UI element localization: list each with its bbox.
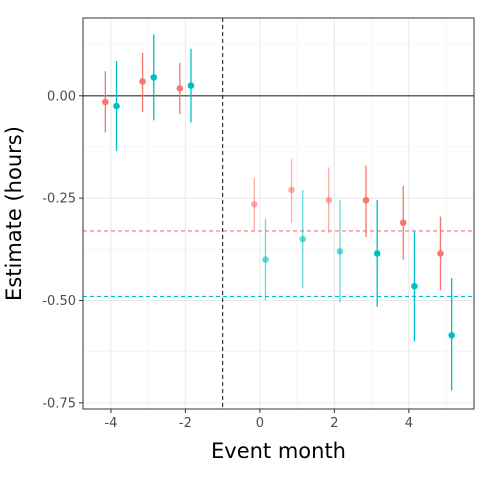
data-point: [448, 332, 455, 339]
data-point: [176, 85, 184, 92]
data-point: [399, 219, 407, 227]
data-point: [325, 196, 333, 204]
data-point: [362, 196, 370, 204]
data-point: [411, 282, 418, 290]
x-tick-label: -4: [104, 416, 117, 431]
series-1: [102, 52, 444, 291]
y-tick-label: 0.00: [47, 89, 76, 104]
panel-border: [82, 17, 475, 410]
x-axis-title: Event month: [211, 439, 346, 463]
data-point: [373, 250, 381, 257]
y-tick-label: -0.50: [42, 294, 76, 309]
x-tick-label: 0: [256, 416, 264, 431]
data-point: [288, 186, 295, 194]
data-point: [262, 256, 269, 263]
chart-marks: [102, 34, 455, 391]
y-tick-label: -0.25: [42, 192, 76, 207]
series-2: [113, 34, 455, 391]
data-point: [336, 248, 344, 255]
data-point: [102, 98, 109, 106]
x-tick-label: 4: [405, 416, 413, 431]
y-axis-ticks: 0.00 -0.25 -0.50 -0.75: [42, 89, 83, 411]
y-axis-title: Estimate (hours): [2, 126, 26, 301]
data-point: [187, 82, 195, 89]
data-point: [437, 250, 444, 257]
x-tick-label: 2: [330, 416, 338, 431]
data-point: [150, 74, 158, 81]
reference-lines: [83, 18, 474, 409]
x-axis-ticks: -4 -2 0 2 4: [104, 409, 413, 431]
y-tick-label: -0.75: [42, 396, 76, 411]
data-point: [139, 78, 146, 85]
data-point: [113, 102, 120, 110]
x-tick-label: -2: [179, 416, 192, 431]
data-point: [250, 200, 258, 208]
data-point: [299, 235, 307, 243]
